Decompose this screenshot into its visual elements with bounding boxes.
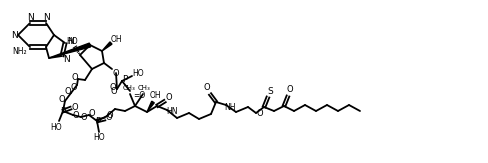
Text: O: O [286, 86, 293, 95]
Polygon shape [102, 42, 112, 51]
Text: S: S [267, 87, 273, 96]
Text: O: O [59, 95, 65, 104]
Text: =O: =O [133, 90, 145, 99]
Text: O: O [113, 68, 119, 77]
Polygon shape [147, 101, 154, 112]
Text: NH₂: NH₂ [13, 46, 27, 55]
Text: O: O [72, 73, 78, 82]
Text: O: O [71, 83, 77, 92]
Text: N: N [27, 13, 33, 22]
Text: HO: HO [50, 123, 62, 132]
Text: O: O [203, 83, 210, 92]
Text: O: O [257, 110, 264, 119]
Text: NH: NH [224, 104, 236, 112]
Text: N: N [67, 37, 73, 46]
Text: CH₃: CH₃ [138, 85, 150, 91]
Text: O: O [106, 113, 112, 123]
Text: HN: HN [166, 108, 178, 117]
Text: P: P [95, 117, 101, 126]
Text: O: O [81, 112, 87, 121]
Text: N: N [11, 30, 18, 39]
Text: OH: OH [149, 91, 161, 101]
Text: O: O [89, 109, 95, 118]
Text: O: O [65, 88, 71, 96]
Text: HO: HO [66, 37, 78, 45]
Text: O: O [111, 88, 117, 96]
Text: P: P [122, 74, 128, 83]
Text: O: O [110, 82, 116, 91]
Text: O: O [107, 111, 113, 119]
Text: OH: OH [110, 35, 122, 44]
Text: P: P [61, 106, 66, 116]
Text: N: N [63, 54, 70, 64]
Text: HO: HO [93, 133, 105, 142]
Text: HO: HO [132, 68, 144, 77]
Text: O: O [166, 94, 172, 103]
Text: CH₃: CH₃ [122, 85, 135, 91]
Text: O: O [73, 111, 80, 119]
Polygon shape [49, 43, 91, 58]
Text: N: N [42, 13, 49, 22]
Text: O: O [72, 103, 78, 111]
